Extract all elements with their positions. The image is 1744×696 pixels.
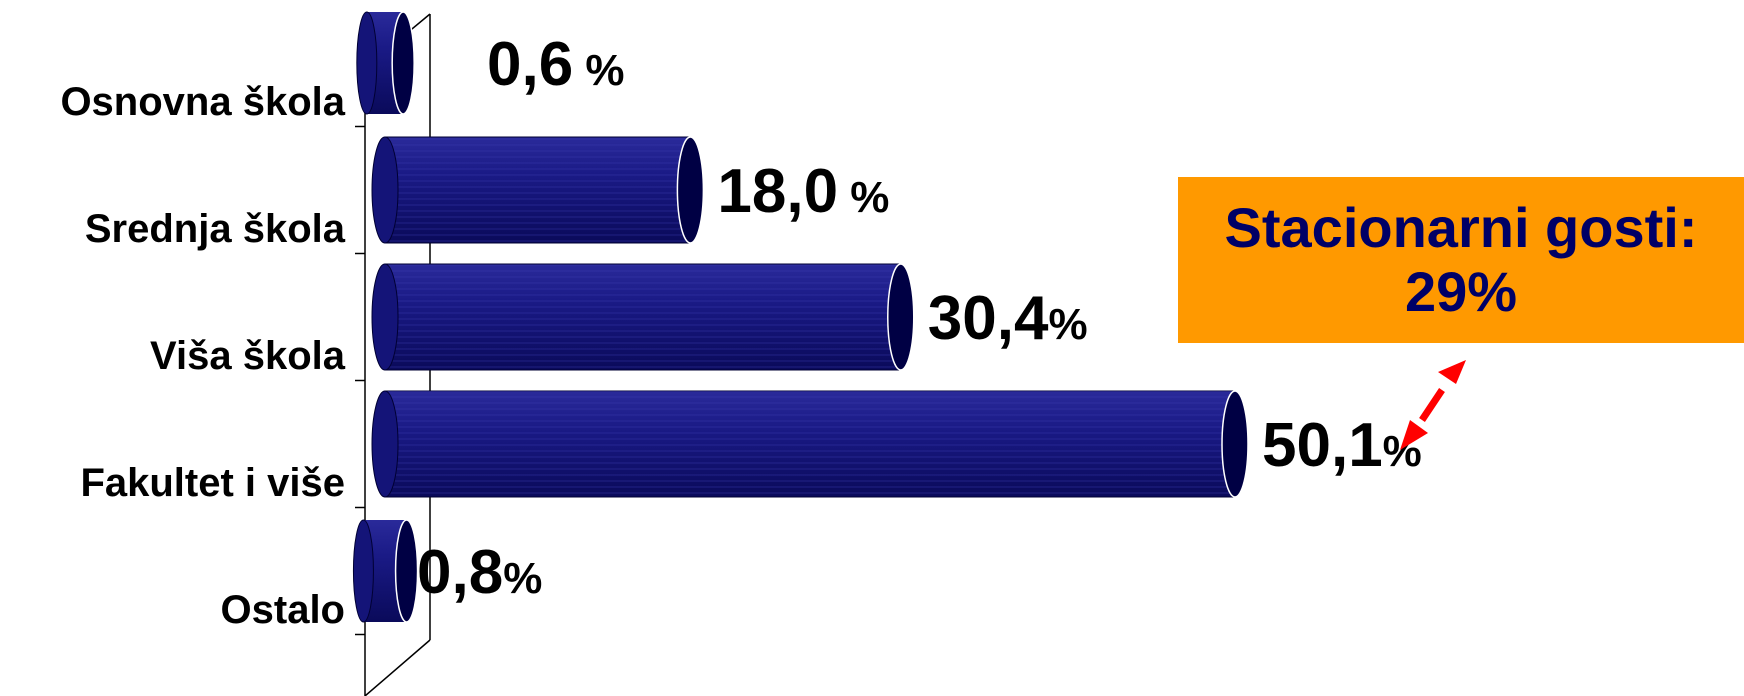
arrow-head-bottom <box>1400 420 1428 450</box>
value-number: 18,0 <box>717 157 838 226</box>
value-unit: % <box>1048 300 1087 349</box>
value-label: 0,8% <box>417 538 542 607</box>
bar-3 <box>371 263 915 371</box>
bar-shading <box>385 391 1235 497</box>
bars <box>352 11 1249 623</box>
value-number: 30,4 <box>928 284 1049 353</box>
bar-start-cap <box>371 263 399 371</box>
value-number: 0,6 <box>487 30 573 99</box>
category-label: Fakultet i više <box>80 461 345 505</box>
bar-start-cap <box>371 136 399 244</box>
bar-end-cap <box>394 519 419 623</box>
bar-start-cap <box>352 519 374 623</box>
category-label: Osnovna škola <box>60 80 345 124</box>
bar-end-cap <box>676 136 705 244</box>
callout-line-1: Stacionarni gosti: <box>1224 196 1698 259</box>
category-label: Ostalo <box>221 588 345 632</box>
bar-end-cap <box>887 263 915 371</box>
bar-start-cap <box>371 390 399 498</box>
arrow-line <box>1419 388 1445 422</box>
bar-end-cap <box>391 11 415 115</box>
bar-1 <box>356 11 415 115</box>
value-labels: 0,6 %18,0 %30,4%50,1%0,8% <box>417 30 1422 607</box>
value-unit: % <box>503 554 542 603</box>
category-label: Srednja škola <box>85 207 346 251</box>
bar-5 <box>352 519 419 623</box>
value-label: 50,1% <box>1262 411 1422 480</box>
axis-wall-bottom <box>364 639 431 696</box>
bar-shading <box>385 137 691 243</box>
category-labels: Osnovna škola Srednja škola Viša škola Faku… <box>60 80 345 632</box>
arrow-head-top <box>1438 360 1466 384</box>
axis-ticks <box>355 125 365 636</box>
callout-box: Stacionarni gosti: 29% <box>1178 177 1744 343</box>
value-number: 0,8 <box>417 538 503 607</box>
bar-shading <box>385 264 901 370</box>
value-label: 0,6 % <box>487 30 625 99</box>
arrow-shaft <box>1422 382 1426 388</box>
bar-2 <box>371 136 705 244</box>
value-unit: % <box>573 46 624 95</box>
callout-line-2: 29% <box>1404 260 1518 323</box>
double-arrow <box>1400 360 1466 450</box>
category-label: Viša škola <box>150 334 346 378</box>
value-number: 50,1 <box>1262 411 1383 480</box>
bar-4 <box>371 390 1249 498</box>
value-label: 18,0 % <box>717 157 889 226</box>
value-label: 30,4% <box>928 284 1088 353</box>
bar-end-cap <box>1221 390 1249 498</box>
value-unit: % <box>838 173 889 222</box>
bar-start-cap <box>356 11 378 115</box>
